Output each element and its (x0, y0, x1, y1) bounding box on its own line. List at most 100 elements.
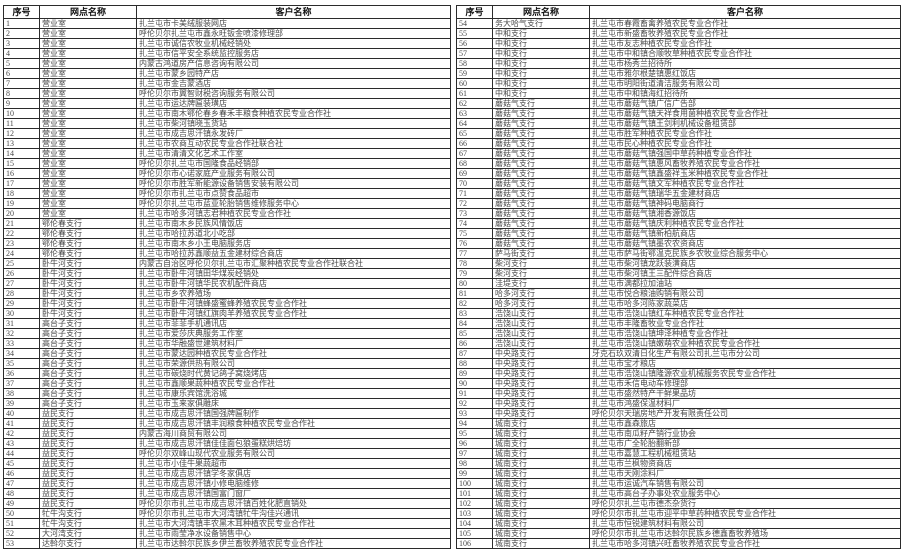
table-row: 17 营业室 呼伦贝尔市胜军新能源设备销售安装有限公司 (3, 178, 451, 189)
cell-branch: 达斡尔支行 (39, 538, 137, 549)
cell-serial: 101 (456, 488, 493, 499)
cell-customer: 扎兰屯市浩饶山镇红车种植农民专业合作社 (589, 308, 901, 319)
table-row: 53 达斡尔支行 扎兰屯市达斡尔民族乡伊兰畜牧养殖农民专业合作社 (3, 538, 451, 549)
table-row: 24 鄂伦春支行 扎兰屯市哈拉苏鑫顺益五金建材综合商店 (3, 248, 451, 259)
table-row: 34 高台子支行 扎兰屯市蒙达园种植农民专业合作社 (3, 348, 451, 359)
cell-serial: 81 (456, 288, 493, 299)
cell-customer: 扎兰屯市蘑菇气镇庆利种植农民专业合作社 (589, 218, 901, 229)
table-row: 94 城南支行 扎兰屯市鑫森旅店 (456, 418, 901, 429)
cell-branch: 中央路支行 (492, 368, 590, 379)
cell-customer: 扎兰屯市萨马街鄂温克民族乡农牧业综合服务中心 (589, 248, 901, 259)
branch-customer-table-left: 序号 网点名称 客户名称 1 营业室 扎兰屯市卡美绒服装网店 2 营业室 呼伦贝尔扎兰屯市… (3, 5, 451, 549)
cell-branch: 城南支行 (492, 438, 590, 449)
cell-branch: 益民支行 (39, 448, 137, 459)
cell-serial: 62 (456, 98, 493, 109)
table-row: 69 蘑菇气支行 扎兰屯市蘑菇气镇鑫盛祥玉米种植农民专业合作社 (456, 168, 901, 179)
cell-serial: 41 (3, 418, 40, 429)
table-row: 50 牤牛沟支行 呼伦贝尔市扎兰屯市大河湾镇牤牛沟佳兴通讯 (3, 508, 451, 519)
cell-customer: 扎兰屯市成吉思汗镇永发砖厂 (136, 128, 451, 139)
cell-branch: 营业室 (39, 208, 137, 219)
table-row: 97 城南支行 扎兰屯市嘉慧工程机械租赁站 (456, 448, 901, 459)
cell-branch: 浩饶山支行 (492, 318, 590, 329)
table-row: 48 益民支行 扎兰屯市成吉思汗镇国富门窗厂 (3, 488, 451, 499)
cell-serial: 55 (456, 28, 493, 39)
cell-branch: 蘑菇气支行 (492, 108, 590, 119)
cell-serial: 91 (456, 388, 493, 399)
cell-serial: 85 (456, 328, 493, 339)
cell-customer: 扎兰屯市南木鄂伦春乡春禾丰粮食种植农民专业合作社 (136, 108, 451, 119)
cell-branch: 营业室 (39, 38, 137, 49)
cell-serial: 48 (3, 488, 40, 499)
table-row: 79 柴河支行 扎兰屯市柴河镇王三配件综合商店 (456, 268, 901, 279)
cell-branch: 中央路支行 (492, 388, 590, 399)
cell-serial: 15 (3, 158, 40, 169)
table-row: 8 营业室 呼伦贝尔市翼智财税咨询服务有限公司 (3, 88, 451, 99)
cell-serial: 40 (3, 408, 40, 419)
cell-serial: 29 (3, 298, 40, 309)
column-header-serial: 序号 (3, 5, 40, 19)
cell-serial: 44 (3, 448, 40, 459)
cell-serial: 95 (456, 428, 493, 439)
cell-branch: 营业室 (39, 118, 137, 129)
table-row: 3 营业室 扎兰屯市诚信农牧业机械经销处 (3, 38, 451, 49)
cell-customer: 扎兰屯市哈拉苏道北小吃部 (136, 228, 451, 239)
cell-serial: 68 (456, 158, 493, 169)
cell-branch: 高台子支行 (39, 328, 137, 339)
cell-branch: 城南支行 (492, 428, 590, 439)
cell-customer: 扎兰屯市悦合粮油购销有限公司 (589, 288, 901, 299)
table-row: 99 城南支行 扎兰屯市天刚涂料厂 (456, 468, 901, 479)
cell-branch: 卧牛河支行 (39, 278, 137, 289)
table-row: 7 营业室 扎兰屯市金吉蒙酒店 (3, 78, 451, 89)
cell-customer: 扎兰屯市康乐宾馆洗浴城 (136, 388, 451, 399)
table-row: 85 浩饶山支行 扎兰屯市浩饶山镇坤泽种植专业合作社 (456, 328, 901, 339)
cell-branch: 中央路支行 (492, 348, 590, 359)
cell-branch: 中和支行 (492, 68, 590, 79)
table-row: 90 中央路支行 扎兰屯市禾信电动车修理部 (456, 378, 901, 389)
table-row: 68 蘑菇气支行 扎兰屯市蘑菇气镇惠风畜牧养殖农民专业合作社 (456, 158, 901, 169)
column-header-customer: 客户名称 (589, 5, 901, 19)
table-row: 101 城南支行 扎兰屯市高台子办事处农业服务中心 (456, 488, 901, 499)
cell-serial: 76 (456, 238, 493, 249)
table-row: 60 中和支行 扎兰屯市明阳街道清洁服务有限公司 (456, 78, 901, 89)
cell-customer: 扎兰屯市中和镇海红招待所 (589, 88, 901, 99)
cell-customer: 呼伦贝尔市扎兰屯市迎平中草药种植农民专业合作社 (589, 508, 901, 519)
cell-customer: 呼伦贝尔市扎兰屯市点赞食品超市 (136, 188, 451, 199)
cell-branch: 益民支行 (39, 418, 137, 429)
cell-customer: 扎兰屯市哈拉苏鑫顺益五金建材综合商店 (136, 248, 451, 259)
cell-serial: 24 (3, 248, 40, 259)
cell-serial: 12 (3, 128, 40, 139)
cell-serial: 49 (3, 498, 40, 509)
table-row: 32 高台子支行 扎兰屯市爱莎庆典服务工作室 (3, 328, 451, 339)
cell-serial: 54 (456, 18, 493, 29)
cell-branch: 萨马街支行 (492, 248, 590, 259)
cell-branch: 蘑菇气支行 (492, 188, 590, 199)
cell-serial: 98 (456, 458, 493, 469)
cell-serial: 30 (3, 308, 40, 319)
cell-serial: 69 (456, 168, 493, 179)
cell-customer: 呼伦贝尔扎兰屯市国隆食品经销部 (136, 158, 451, 169)
cell-branch: 中央路支行 (492, 398, 590, 409)
table-row: 52 大河湾支行 扎兰屯市雨莹净水设备销售中心 (3, 528, 451, 539)
table-row: 47 益民支行 扎兰屯市成吉思汗镇小修电脑维修 (3, 478, 451, 489)
table-row: 16 营业室 呼伦贝尔市心诺家庭产业服务有限公司 (3, 168, 451, 179)
cell-serial: 87 (456, 348, 493, 359)
table-row: 81 哈多河支行 扎兰屯市悦合粮油购销有限公司 (456, 288, 901, 299)
cell-serial: 35 (3, 358, 40, 369)
cell-branch: 鄂伦春支行 (39, 248, 137, 259)
cell-customer: 扎兰屯市华融盛世建筑材料厂 (136, 338, 451, 349)
cell-customer: 扎兰屯市鸿盛保温材料厂 (589, 398, 901, 409)
cell-branch: 城南支行 (492, 518, 590, 529)
cell-branch: 城南支行 (492, 508, 590, 519)
cell-branch: 营业室 (39, 178, 137, 189)
table-row: 1 营业室 扎兰屯市卡美绒服装网店 (3, 18, 451, 29)
table-row: 18 营业室 呼伦贝尔市扎兰屯市点赞食品超市 (3, 188, 451, 199)
cell-customer: 扎兰屯市蘑菇气镇湘香源饭店 (589, 208, 901, 219)
cell-serial: 106 (456, 538, 493, 549)
table-row: 5 营业室 内蒙古鸿道房产信息咨询有限公司 (3, 58, 451, 69)
column-header-serial: 序号 (456, 5, 493, 19)
cell-customer: 扎兰屯市蘑菇气镇强国中草药种植专业合作社 (589, 148, 901, 159)
cell-customer: 扎兰屯市蘑菇气镇文军种植农民专业合作社 (589, 178, 901, 189)
cell-branch: 中和支行 (492, 28, 590, 39)
cell-customer: 扎兰屯市哈多河镇兴旺畜牧养殖农民专业合作社 (589, 538, 901, 549)
cell-customer: 牙克石玖双清日化生产有限公司扎兰屯市分公司 (589, 348, 901, 359)
